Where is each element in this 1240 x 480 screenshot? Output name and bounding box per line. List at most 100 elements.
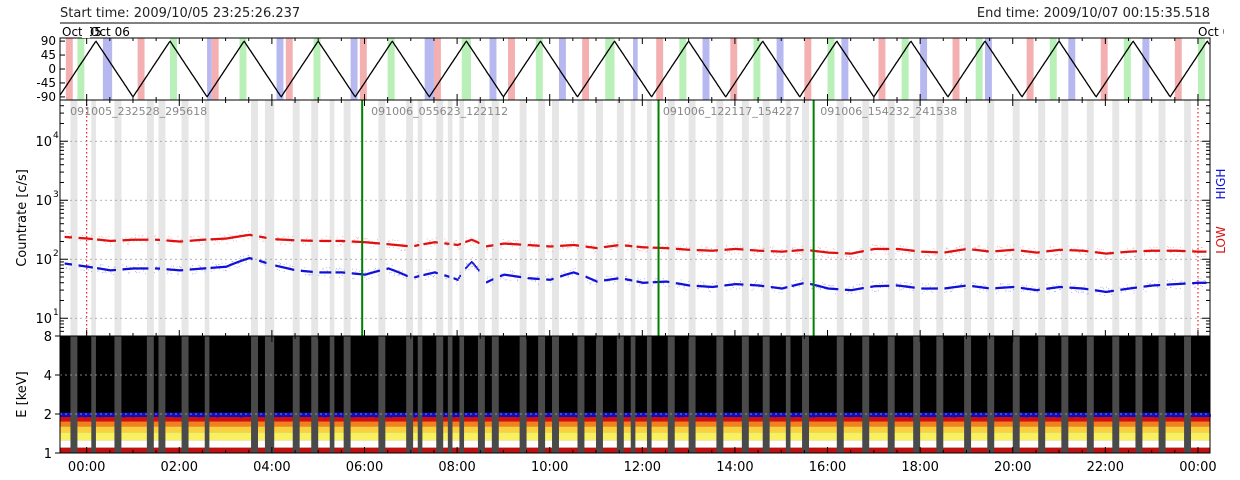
lightcurve-gap bbox=[596, 100, 603, 336]
lightcurve-point-halo bbox=[528, 274, 530, 276]
lightcurve-point-halo bbox=[758, 286, 760, 288]
lightcurve-point-halo bbox=[684, 285, 685, 287]
lightcurve-point-halo bbox=[827, 255, 829, 257]
spectrogram-texture bbox=[882, 414, 884, 417]
lightcurve-point bbox=[981, 286, 984, 289]
lightcurve-point bbox=[862, 287, 864, 290]
lightcurve-point-halo bbox=[211, 238, 213, 240]
lightcurve-point-halo bbox=[572, 268, 574, 270]
lightcurve-point-halo bbox=[245, 262, 247, 263]
lightcurve-point bbox=[341, 271, 343, 274]
orbit-blue-band bbox=[276, 38, 284, 100]
lightcurve-point-halo bbox=[1124, 252, 1125, 253]
lightcurve-point-halo bbox=[818, 284, 820, 286]
spectrogram-texture bbox=[258, 414, 260, 417]
lightcurve-point-halo bbox=[69, 268, 70, 270]
lightcurve-point-halo bbox=[278, 270, 280, 271]
lightcurve-point bbox=[925, 250, 928, 253]
lightcurve-point bbox=[715, 249, 717, 252]
lightcurve-point-halo bbox=[855, 292, 857, 294]
lightcurve-point bbox=[726, 248, 729, 251]
lightcurve-point bbox=[114, 239, 117, 242]
lightcurve-point-halo bbox=[171, 237, 173, 239]
lightcurve-point-halo bbox=[429, 240, 430, 242]
orbit-blue-band bbox=[102, 38, 113, 100]
lightcurve-point-halo bbox=[390, 272, 392, 274]
lightcurve-point bbox=[835, 251, 838, 255]
lightcurve-point bbox=[281, 238, 283, 241]
lightcurve-point bbox=[1106, 290, 1109, 293]
lightcurve-point bbox=[240, 259, 243, 262]
lightcurve-point-halo bbox=[114, 240, 116, 241]
lightcurve-point bbox=[741, 283, 744, 286]
lightcurve-point bbox=[911, 249, 914, 252]
lightcurve-point bbox=[587, 245, 590, 249]
lightcurve-point bbox=[251, 257, 253, 260]
spectrogram-gap bbox=[1038, 336, 1046, 453]
spectrogram-gap bbox=[887, 336, 895, 453]
lightcurve-point-halo bbox=[1094, 252, 1096, 253]
lightcurve-point bbox=[590, 246, 592, 249]
lightcurve-point bbox=[1037, 288, 1039, 292]
lightcurve-point-halo bbox=[1026, 285, 1027, 287]
lightcurve-point-halo bbox=[490, 246, 491, 248]
lightcurve-point bbox=[477, 269, 480, 272]
lightcurve-point bbox=[201, 238, 203, 241]
lightcurve-point-halo bbox=[819, 287, 821, 289]
lightcurve-point bbox=[883, 284, 885, 288]
spectrogram-texture bbox=[999, 414, 1001, 417]
lightcurve-point bbox=[1203, 281, 1206, 284]
spectrogram-texture bbox=[504, 414, 506, 417]
spectrogram-gap bbox=[181, 336, 189, 453]
lightcurve-point bbox=[945, 287, 948, 290]
lightcurve-point bbox=[489, 279, 492, 282]
spectrogram-ytick-label: 2 bbox=[44, 408, 52, 423]
lightcurve-point bbox=[1021, 249, 1024, 252]
lightcurve-point bbox=[399, 271, 401, 274]
spectrogram-texture bbox=[1032, 413, 1034, 418]
time-tick-label: 16:00 bbox=[809, 460, 846, 475]
lightcurve-point-halo bbox=[342, 242, 344, 243]
lightcurve-point bbox=[1173, 283, 1176, 286]
lightcurve-point-halo bbox=[983, 248, 985, 250]
lightcurve-point bbox=[1030, 250, 1032, 253]
lightcurve-point bbox=[663, 280, 665, 283]
lightcurve-point bbox=[305, 270, 308, 273]
lightcurve-point-halo bbox=[835, 252, 836, 254]
lightcurve-point-halo bbox=[1098, 291, 1100, 292]
lightcurve-point-halo bbox=[1111, 289, 1113, 291]
lightcurve-point-halo bbox=[945, 247, 947, 249]
lightcurve-point-halo bbox=[329, 236, 331, 238]
lightcurve-point-halo bbox=[833, 256, 835, 258]
lightcurve-point bbox=[1003, 249, 1006, 252]
lightcurve-point bbox=[927, 287, 929, 290]
lightcurve-point bbox=[426, 272, 429, 276]
lightcurve-point-halo bbox=[283, 270, 285, 272]
lightcurve-point bbox=[1130, 287, 1133, 290]
lightcurve-point bbox=[171, 239, 173, 243]
lightcurve-point bbox=[1145, 285, 1148, 288]
spectrogram-texture bbox=[912, 413, 914, 418]
spectrogram-texture bbox=[963, 414, 965, 417]
lightcurve-point-halo bbox=[1070, 283, 1072, 285]
lightcurve-point bbox=[444, 242, 446, 245]
lightcurve-point-halo bbox=[192, 265, 193, 267]
lightcurve-point-halo bbox=[972, 282, 974, 284]
lightcurve-point bbox=[1025, 250, 1028, 253]
lightcurve-point-halo bbox=[204, 271, 206, 273]
lightcurve-point bbox=[905, 248, 907, 251]
lightcurve-point bbox=[359, 240, 362, 244]
time-tick-label: 14:00 bbox=[716, 460, 753, 475]
lightcurve-point-halo bbox=[1068, 245, 1070, 247]
lightcurve-point-halo bbox=[227, 233, 229, 235]
spectrogram-texture bbox=[846, 414, 848, 417]
lightcurve-point-halo bbox=[800, 280, 802, 282]
lightcurve-point-halo bbox=[277, 240, 279, 241]
lightcurve-point bbox=[485, 281, 488, 284]
lightcurve-point-halo bbox=[247, 238, 249, 240]
lightcurve-point bbox=[285, 267, 288, 270]
lightcurve-point bbox=[795, 283, 797, 287]
lightcurve-point-halo bbox=[324, 275, 326, 277]
lightcurve-point bbox=[678, 282, 680, 285]
lightcurve-point-halo bbox=[792, 248, 793, 249]
